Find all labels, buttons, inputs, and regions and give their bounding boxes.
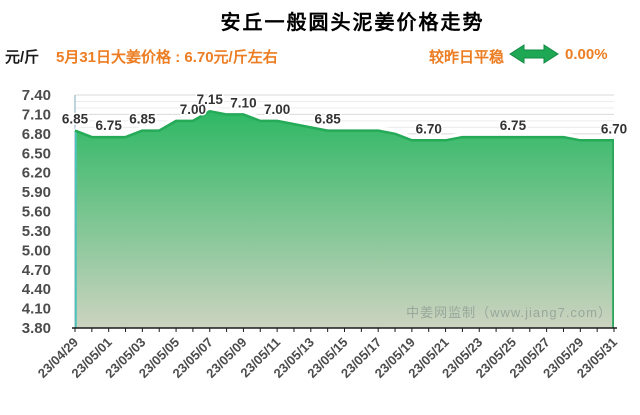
y-tick-label: 4.40 — [22, 281, 51, 298]
y-tick-labels: 3.80 4.10 4.40 4.70 5.00 5.30 5.60 5.90 6.20 6.50… — [22, 87, 51, 337]
data-point-label: 6.70 — [601, 121, 627, 136]
trend-vs-yesterday-label: 较昨日平稳 — [429, 49, 505, 66]
chart-canvas: 3.80 4.10 4.40 4.70 5.00 5.30 5.60 5.90 6.20 6.50… — [22, 87, 629, 381]
line-halo — [74, 106, 614, 141]
chart-title: 安丘一般圆头泥姜价格走势 — [220, 12, 485, 34]
data-point-label: 6.75 — [96, 118, 123, 133]
y-tick-label: 4.70 — [22, 262, 51, 279]
data-point-label: 6.85 — [129, 112, 156, 127]
y-tick-label: 7.10 — [22, 106, 51, 123]
data-point-label: 6.75 — [500, 118, 527, 133]
data-point-label: 6.85 — [315, 112, 342, 127]
watermark-text: 中姜网监制（www.jiang7.com） — [406, 305, 612, 320]
price-line — [74, 109, 614, 142]
data-labels: 6.85 6.75 6.857.007.15 7.10 7.006.856.70 6.75… — [60, 91, 628, 138]
data-point-label: 7.00 — [180, 102, 206, 117]
y-tick-label: 5.90 — [22, 184, 51, 201]
x-axis — [72, 327, 617, 332]
trend-percent-value: 0.00% — [565, 46, 608, 63]
data-point-label: 6.70 — [416, 121, 442, 136]
data-point-label: 7.15 — [197, 92, 224, 107]
y-tick-label: 5.00 — [22, 242, 51, 259]
data-point-label: 7.10 — [230, 95, 256, 110]
y-tick-label: 6.20 — [22, 165, 51, 182]
y-tick-label: 4.10 — [22, 301, 51, 318]
y-axis-unit-label: 元/斤 — [5, 49, 40, 66]
data-point-label: 6.85 — [62, 112, 89, 127]
price-area-chart: 3.80 4.10 4.40 4.70 5.00 5.30 5.60 5.90 6.20 6.50… — [0, 80, 640, 410]
trend-flat-arrow-icon — [509, 42, 559, 66]
y-tick-label: 6.80 — [22, 126, 51, 143]
y-tick-label: 7.40 — [22, 87, 51, 104]
data-point-label: 7.00 — [264, 102, 290, 117]
x-tick-labels: 23/04/2923/05/0123/05/0323/05/0523/05/07… — [35, 335, 620, 381]
y-tick-label: 6.50 — [22, 145, 51, 162]
y-tick-label: 5.60 — [22, 204, 51, 221]
price-area-fill — [75, 111, 614, 328]
y-tick-label: 5.30 — [22, 223, 51, 240]
current-price-subtitle: 5月31日大姜价格 : 6.70元/斤左右 — [56, 49, 278, 66]
y-tick-label: 3.80 — [22, 320, 51, 337]
